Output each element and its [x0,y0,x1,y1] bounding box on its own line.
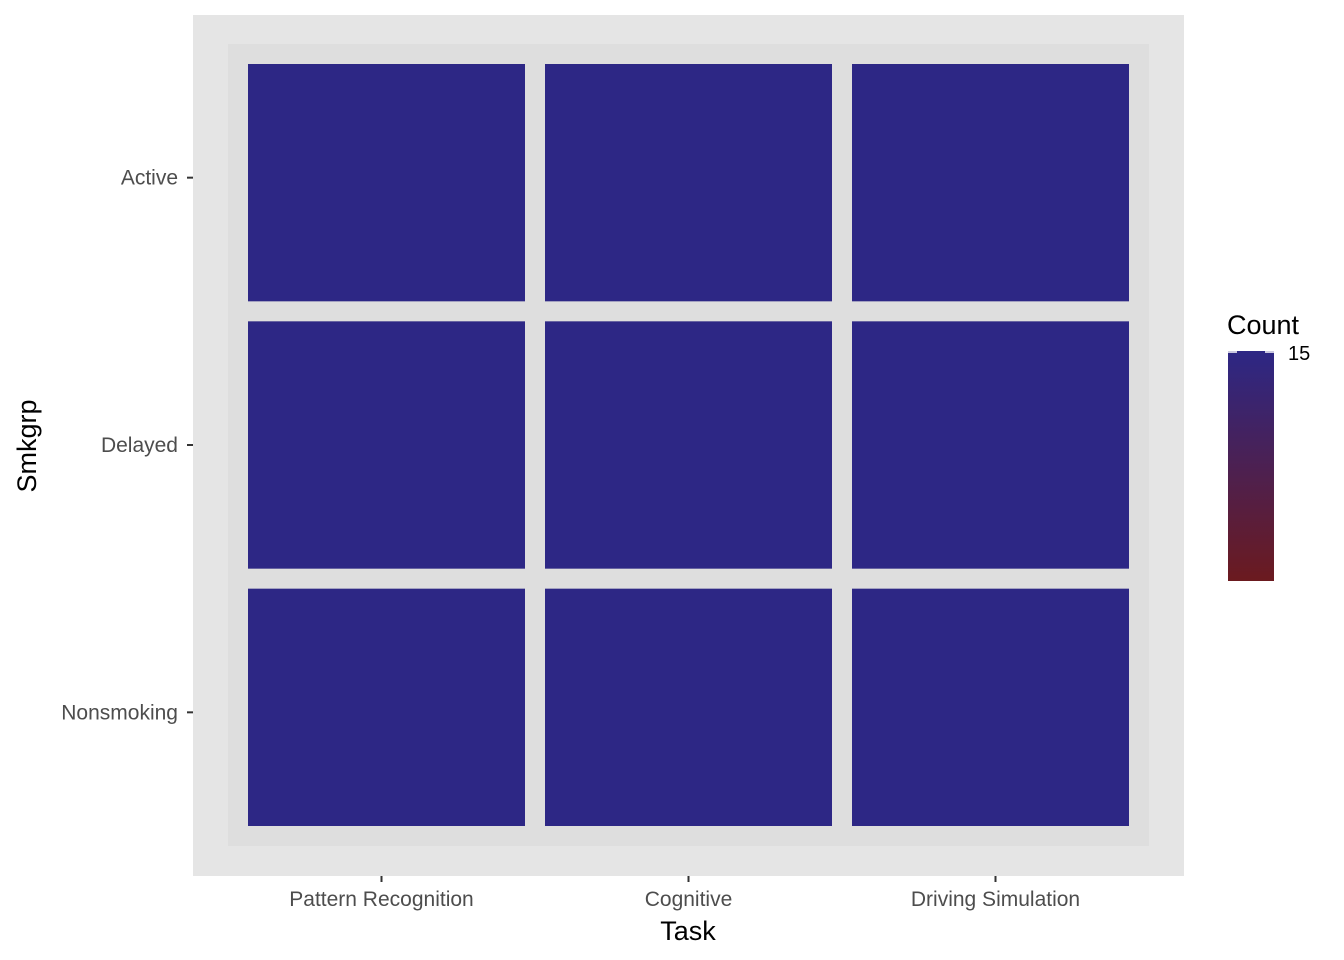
y-tick-label: Nonsmoking [61,701,178,724]
tiles-layer [228,44,1149,846]
x-tick-label: Cognitive [645,888,733,911]
heatmap-tile [545,64,832,302]
x-axis: Pattern Recognition Cognitive Driving Simu… [289,876,1080,911]
y-axis-title: Smkgrp [12,399,42,492]
x-axis-title: Task [660,916,716,946]
y-tick-label: Delayed [101,434,178,457]
x-tick-label: Pattern Recognition [289,888,473,911]
legend-tick-label: 15 [1288,343,1310,365]
legend-colorbar [1228,351,1274,581]
heatmap-tile [852,64,1129,302]
heatmap-tile [545,588,832,826]
heatmap-tile [248,588,525,826]
heatmap-tile [852,588,1129,826]
color-legend: Count 15 [1227,310,1310,581]
x-tick-label: Driving Simulation [911,888,1080,911]
heatmap-tile [248,64,525,302]
heatmap-tile [852,321,1129,569]
heatmap-tile [545,321,832,569]
y-tick-label: Active [121,167,178,190]
heatmap-tile [248,321,525,569]
y-axis: Active Delayed Nonsmoking [61,167,193,724]
legend-title: Count [1227,310,1300,340]
